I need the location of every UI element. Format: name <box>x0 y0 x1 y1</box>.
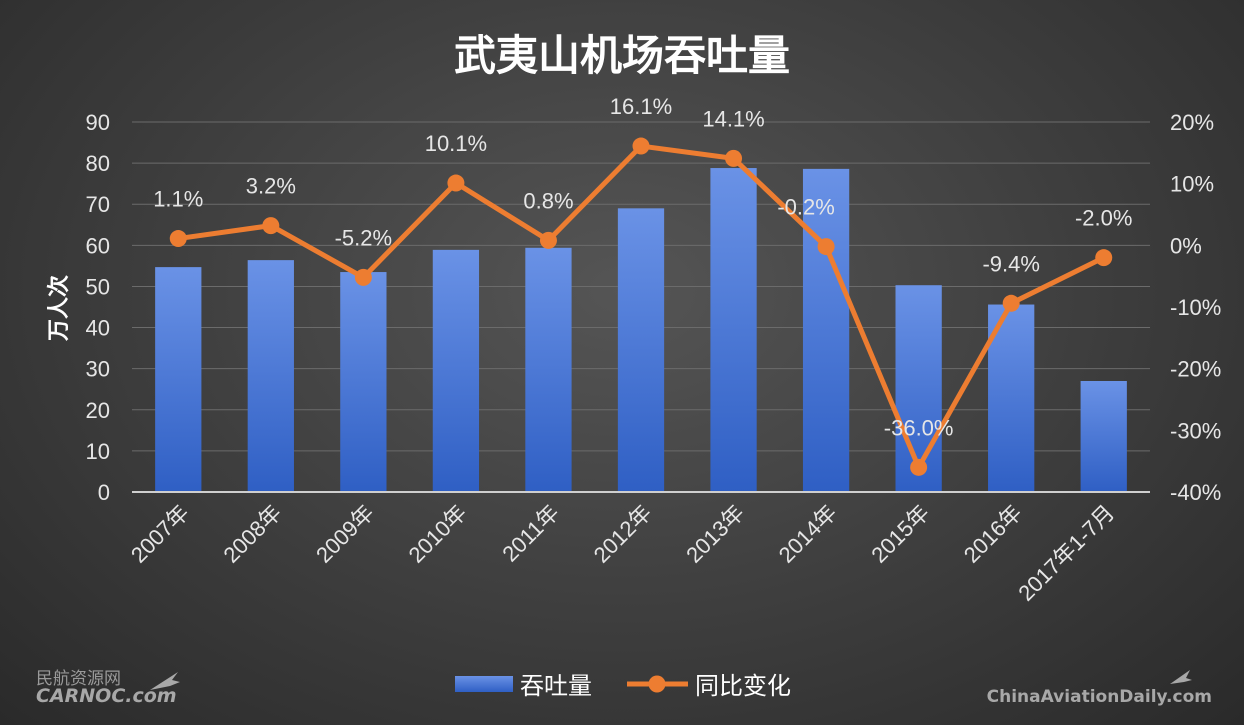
legend-label: 同比变化 <box>695 672 791 700</box>
data-label: -0.2% <box>777 195 834 220</box>
y2-tick-label: 0% <box>1170 233 1202 258</box>
y-tick-label: 20 <box>86 398 110 423</box>
bar <box>617 208 665 493</box>
y2-tick-label: 10% <box>1170 172 1214 197</box>
legend: 吞吐量 同比变化 <box>455 672 791 700</box>
line-point <box>632 137 650 155</box>
bar <box>340 272 387 492</box>
data-label: -36.0% <box>884 415 954 440</box>
line-point <box>539 231 557 249</box>
data-label: 10.1% <box>425 131 487 156</box>
data-label: -2.0% <box>1075 206 1132 231</box>
y-tick-label: 40 <box>86 316 110 341</box>
y-tick-label: 50 <box>86 274 110 299</box>
x-tick-label: 2011年 <box>497 500 564 567</box>
bar <box>895 285 942 492</box>
x-tick-label: 2016年 <box>959 500 1027 568</box>
data-label: 0.8% <box>523 188 573 213</box>
y-tick-label: 30 <box>86 357 110 382</box>
line-point <box>1095 249 1113 267</box>
legend-label: 吞吐量 <box>520 672 592 700</box>
legend-line-marker <box>648 675 666 693</box>
bar <box>710 168 757 493</box>
x-tick-label: 2014年 <box>774 500 842 568</box>
y-tick-label: 90 <box>86 110 110 135</box>
line-point <box>1002 294 1020 312</box>
watermarks: 民航资源网 CARNOC.com ChinaAviationDaily.com <box>36 669 1212 707</box>
line-point <box>262 217 280 235</box>
watermark-plane-icon-right <box>1170 670 1192 684</box>
y-tick-label: 10 <box>86 439 110 464</box>
x-tick-label: 2007年 <box>126 500 194 568</box>
bar <box>525 247 572 492</box>
y2-tick-label: -10% <box>1170 295 1221 320</box>
y-tick-label: 60 <box>86 233 110 258</box>
bar <box>802 168 850 492</box>
line-point <box>725 149 743 167</box>
data-label: 1.1% <box>153 187 203 212</box>
watermark-plane-icon <box>150 672 180 690</box>
y-axis-label: 万人次 <box>46 275 72 342</box>
x-tick-label: 2009年 <box>311 500 379 568</box>
line-point <box>354 268 372 286</box>
bar <box>1080 381 1127 492</box>
watermark-carnoc-en: CARNOC.com <box>36 685 177 707</box>
line-series <box>169 137 1113 476</box>
bar <box>988 304 1035 492</box>
watermark-carnoc-cn: 民航资源网 <box>36 669 121 689</box>
line-point <box>169 230 187 248</box>
y2-tick-label: -30% <box>1170 418 1221 443</box>
bar <box>155 267 202 492</box>
data-label: -9.4% <box>982 251 1039 276</box>
bar-series <box>155 168 1127 493</box>
line-point <box>447 174 465 192</box>
y2-tick-label: 20% <box>1170 110 1214 135</box>
legend-bar-swatch <box>455 676 513 692</box>
data-label: 14.1% <box>702 106 764 131</box>
watermark-chinaaviationdaily: ChinaAviationDaily.com <box>987 687 1212 707</box>
line-point <box>817 238 835 256</box>
data-label: -5.2% <box>335 225 392 250</box>
y-tick-label: 80 <box>86 151 110 176</box>
bar <box>247 260 294 492</box>
x-tick-label: 2008年 <box>219 500 287 568</box>
chart-title: 武夷山机场吞吐量 <box>454 31 790 80</box>
x-tick-label: 2013年 <box>681 500 749 568</box>
x-tick-label: 2012年 <box>589 500 657 568</box>
bar <box>432 249 480 492</box>
line-point <box>910 458 928 476</box>
x-tick-label: 2015年 <box>866 500 934 568</box>
data-label: 3.2% <box>246 174 296 199</box>
x-tick-label: 2010年 <box>404 500 472 568</box>
y2-tick-label: -20% <box>1170 357 1221 382</box>
data-labels: 1.1% 3.2% -5.2% 10.1% 0.8% 16.1% 14.1% -0.2% -36… <box>153 94 1132 440</box>
y-tick-label: 70 <box>86 192 110 217</box>
y2-tick-label: -40% <box>1170 480 1221 505</box>
data-label: 16.1% <box>610 94 672 119</box>
x-tick-label: 2017年1-7月 <box>1013 500 1119 606</box>
y-tick-label: 0 <box>98 480 110 505</box>
